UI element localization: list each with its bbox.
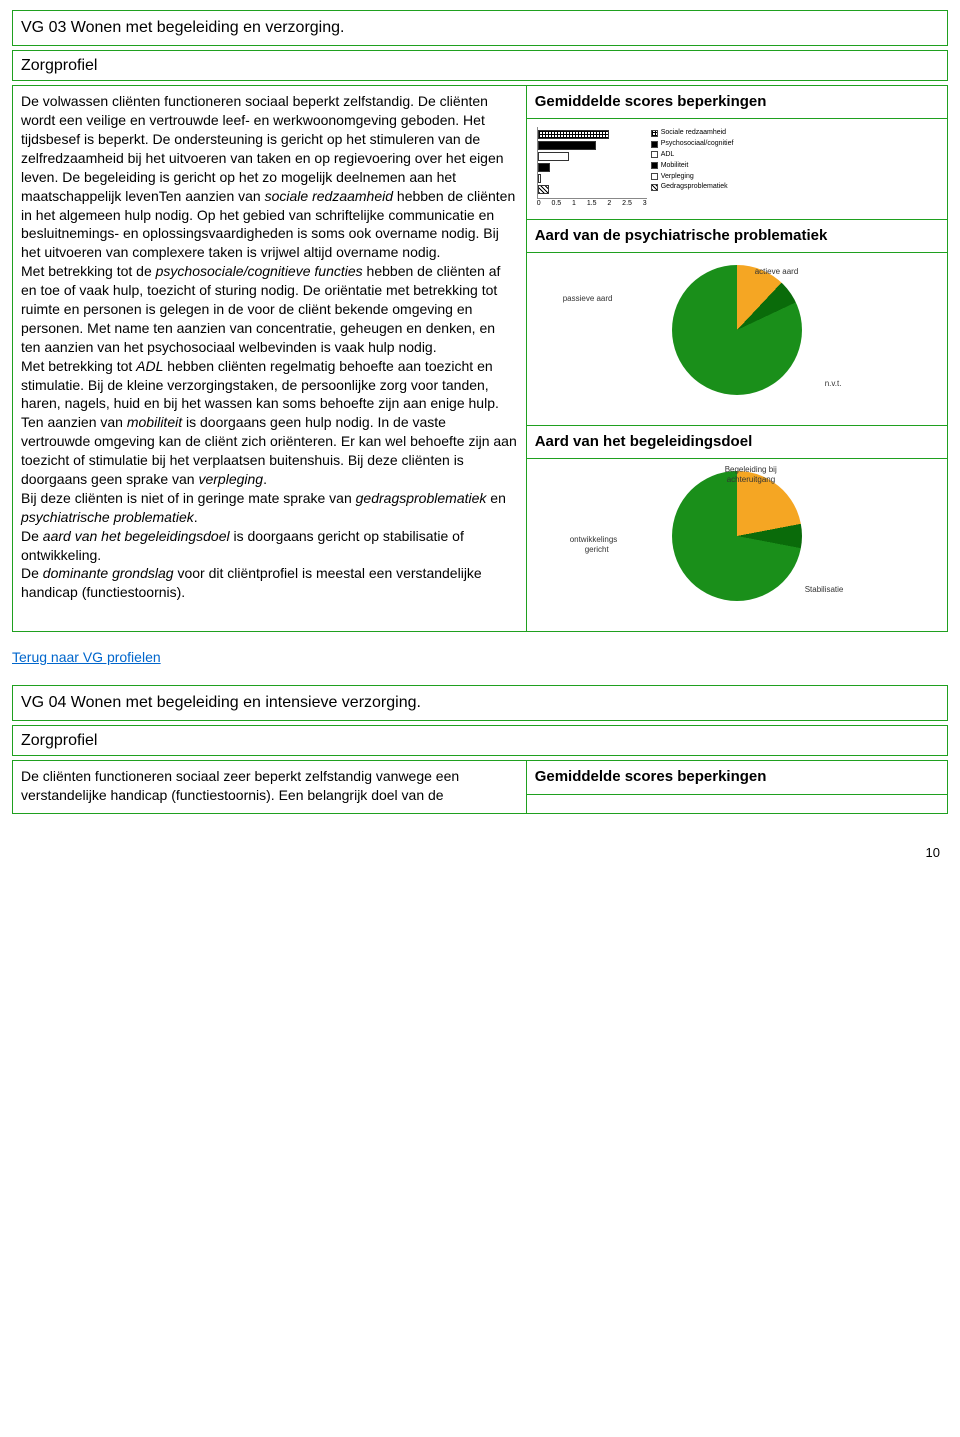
back-link[interactable]: Terug naar VG profielen xyxy=(12,636,948,685)
profile2-title: VG 04 Wonen met begeleiding en intensiev… xyxy=(12,685,948,721)
profile-side-column: Gemiddelde scores beperkingen 00.511.522… xyxy=(527,86,947,631)
bar-chart: 00.511.522.53 Sociale redzaamheidPsychos… xyxy=(527,119,947,219)
profile2-empty-cell xyxy=(527,795,947,813)
pie1-title: Aard van de psychiatrische problematiek xyxy=(527,220,947,253)
pie-chart-2: Begeleiding bijachteruitgangontwikkeling… xyxy=(527,459,947,631)
profile-body-text: De volwassen cliënten functioneren socia… xyxy=(13,86,527,631)
pie-chart-1: actieve aardpassieve aardn.v.t. xyxy=(527,253,947,426)
section-label: Zorgprofiel xyxy=(12,50,948,82)
profile2-section-label: Zorgprofiel xyxy=(12,725,948,757)
profile-title: VG 03 Wonen met begeleiding en verzorgin… xyxy=(12,10,948,46)
profile2-side-column: Gemiddelde scores beperkingen xyxy=(527,761,947,812)
scores-title: Gemiddelde scores beperkingen xyxy=(527,86,947,119)
profile2-body-row: De cliënten functioneren sociaal zeer be… xyxy=(12,760,948,813)
profile2-scores-title: Gemiddelde scores beperkingen xyxy=(527,761,947,794)
page-number: 10 xyxy=(12,844,948,862)
profile2-body-text: De cliënten functioneren sociaal zeer be… xyxy=(13,761,527,812)
profile-body-row: De volwassen cliënten functioneren socia… xyxy=(12,85,948,632)
pie2-title: Aard van het begeleidingsdoel xyxy=(527,426,947,459)
